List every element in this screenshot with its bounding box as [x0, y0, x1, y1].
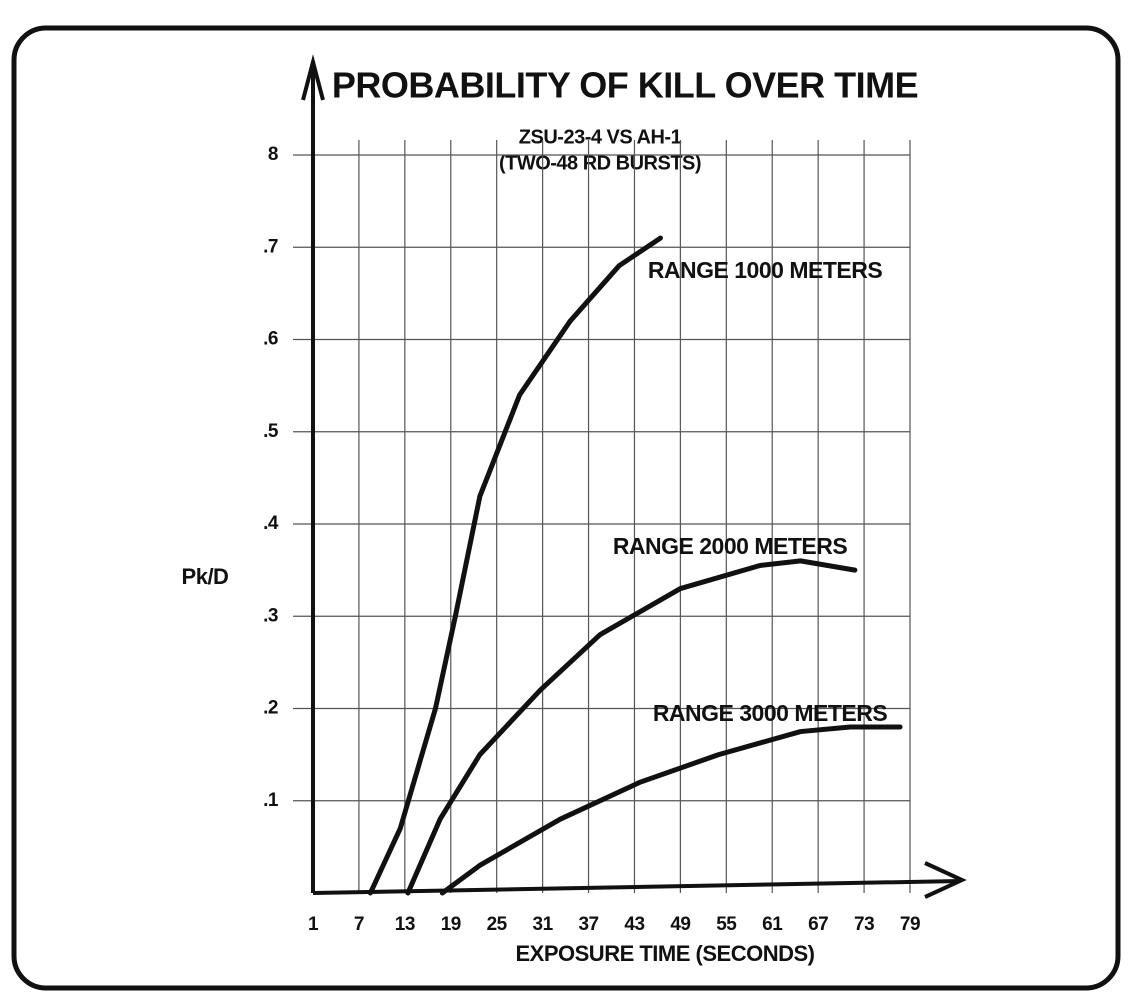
x-axis-arrow — [924, 861, 967, 899]
y-tick-label: .1 — [263, 790, 279, 811]
y-tick-label: .5 — [263, 421, 279, 442]
series-label: RANGE 2000 METERS — [613, 533, 848, 559]
y-axis-label: Pk/D — [182, 564, 229, 589]
x-tick-label: 49 — [670, 914, 690, 935]
y-tick-label: .3 — [263, 605, 278, 626]
y-tick-label: .6 — [263, 329, 278, 350]
series-line — [405, 558, 858, 896]
y-tick-label: .7 — [263, 236, 278, 257]
x-tick-label: 1 — [308, 914, 319, 935]
x-tick-label: 73 — [854, 914, 874, 935]
x-tick-label: 37 — [578, 914, 598, 935]
x-tick-label: 55 — [716, 914, 737, 935]
x-tick-label: 25 — [487, 914, 508, 935]
series-line — [439, 724, 903, 896]
x-tick-label: 13 — [395, 914, 415, 935]
frame — [11, 25, 1121, 991]
x-axis-label: EXPOSURE TIME (SECONDS) — [516, 941, 815, 966]
series-label: RANGE 1000 METERS — [648, 257, 883, 283]
x-tick-label: 67 — [808, 914, 828, 935]
series-label: RANGE 3000 METERS — [653, 700, 888, 726]
x-tick-label: 79 — [900, 914, 920, 935]
y-axis-arrow — [301, 54, 325, 101]
y-tick-label: 8 — [268, 144, 278, 165]
x-tick-label: 7 — [354, 914, 364, 935]
x-tick-label: 19 — [441, 914, 461, 935]
x-axis — [312, 879, 961, 895]
y-tick-label: .2 — [263, 698, 278, 719]
x-tick-label: 43 — [624, 914, 644, 935]
subtitle: (TWO-48 RD BURSTS) — [499, 152, 701, 174]
subtitle: ZSU-23-4 VS AH-1 — [519, 126, 682, 148]
y-tick-label: .4 — [263, 513, 279, 534]
series-line — [367, 235, 663, 896]
x-tick-label: 61 — [762, 914, 783, 935]
x-tick-label: 31 — [533, 914, 554, 935]
chart-title: PROBABILITY OF KILL OVER TIME — [332, 65, 918, 106]
